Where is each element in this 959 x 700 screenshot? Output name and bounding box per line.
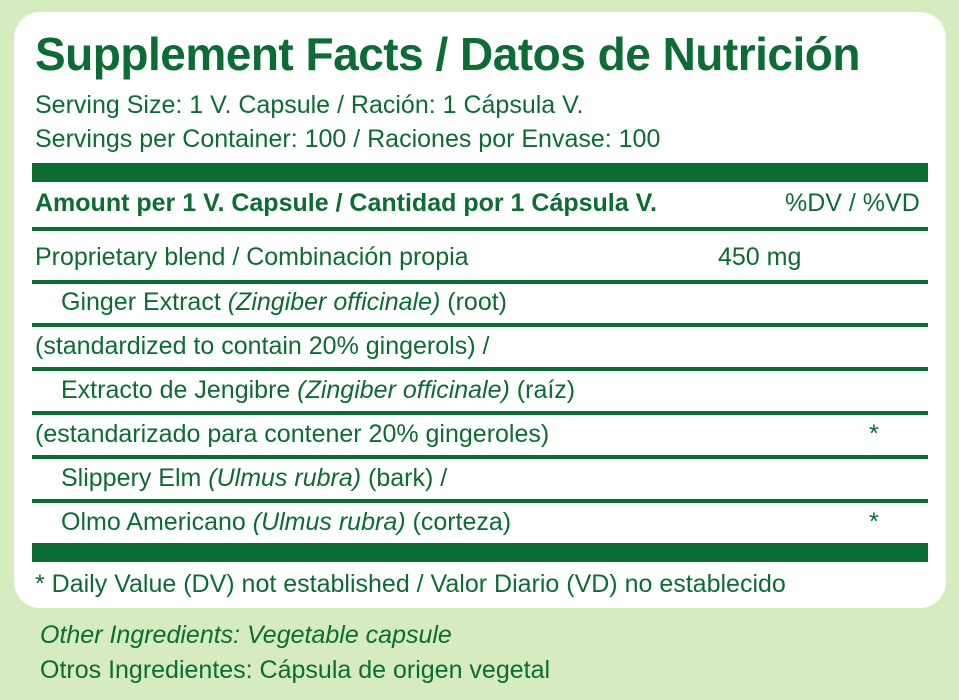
elm-en-name: Slippery Elm <box>61 464 209 492</box>
other-ingredients-en: Other Ingredients: Vegetable capsule <box>40 621 452 650</box>
divider-5 <box>32 411 928 415</box>
amount-per-serving-header: Amount per 1 V. Capsule / Cantidad por 1… <box>35 189 657 217</box>
daily-value-header: %DV / %VD <box>785 189 920 217</box>
divider-7 <box>32 499 928 503</box>
serving-size: Serving Size: 1 V. Capsule / Ración: 1 C… <box>35 91 584 119</box>
elm-es-part: (corteza) <box>405 508 512 536</box>
ginger-es-name: Extracto de Jengibre <box>61 376 298 404</box>
slippery-elm-es: Olmo Americano (Ulmus rubra) (corteza) <box>61 508 511 537</box>
servings-per-container: Servings per Container: 100 / Raciones p… <box>35 125 661 153</box>
ginger-standardized-en: (standardized to contain 20% gingerols) … <box>35 332 490 360</box>
ginger-dv-asterisk: * <box>869 420 879 448</box>
ginger-en-latin: (Zingiber officinale) <box>227 288 441 316</box>
elm-dv-asterisk: * <box>869 508 879 536</box>
divider-2 <box>32 280 928 284</box>
daily-value-footnote: * Daily Value (DV) not established / Val… <box>35 570 786 598</box>
ginger-es-latin: (Zingiber officinale) <box>297 376 510 404</box>
divider-thick-bottom <box>32 543 928 562</box>
ginger-extract-es: Extracto de Jengibre (Zingiber officinal… <box>61 376 575 405</box>
ginger-en-name: Ginger Extract <box>61 288 228 316</box>
divider-3 <box>32 323 928 327</box>
supplement-facts-panel: Supplement Facts / Datos de Nutrición Se… <box>14 12 946 608</box>
elm-es-latin: (Ulmus rubra) <box>252 508 406 536</box>
divider-thick-top <box>32 163 928 182</box>
other-ingredients-en-text: Other Ingredients: Vegetable capsule <box>40 621 452 649</box>
ginger-en-part: (root) <box>440 288 508 316</box>
ginger-extract-en: Ginger Extract (Zingiber officinale) (ro… <box>61 288 507 317</box>
ginger-es-part: (raíz) <box>509 376 576 404</box>
proprietary-blend-label: Proprietary blend / Combinación propia <box>35 243 469 271</box>
elm-en-part: (bark) / <box>361 464 448 492</box>
slippery-elm-en: Slippery Elm (Ulmus rubra) (bark) / <box>61 464 447 493</box>
divider-4 <box>32 367 928 371</box>
divider-1 <box>32 227 928 231</box>
divider-6 <box>32 455 928 459</box>
elm-es-name: Olmo Americano <box>61 508 253 536</box>
proprietary-blend-amount: 450 mg <box>718 243 802 271</box>
ginger-standardized-es: (estandarizado para contener 20% gingero… <box>35 420 550 448</box>
panel-title: Supplement Facts / Datos de Nutrición <box>35 28 860 80</box>
other-ingredients-es: Otros Ingredientes: Cápsula de origen ve… <box>40 656 551 684</box>
elm-en-latin: (Ulmus rubra) <box>208 464 362 492</box>
